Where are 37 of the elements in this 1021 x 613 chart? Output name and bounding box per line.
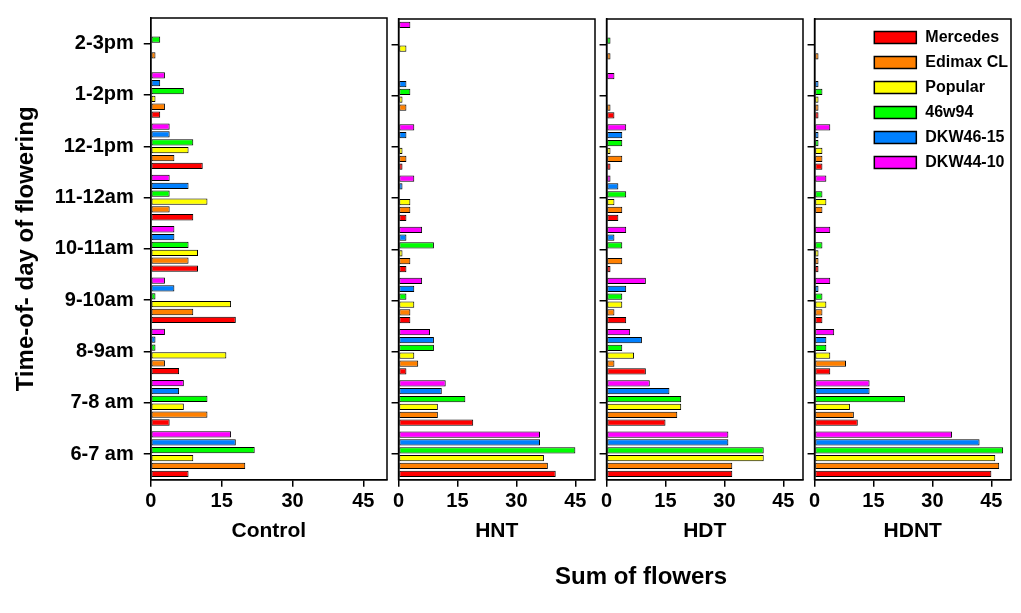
x-tick-label: 0 — [809, 489, 821, 512]
x-tick-label: 30 — [505, 489, 528, 512]
x-tick-label: 15 — [210, 489, 233, 512]
y-tick-label: 7-8 am — [70, 390, 134, 413]
x-tick-label: 0 — [601, 489, 613, 512]
x-tick-label: 15 — [446, 489, 469, 512]
x-axis-title: HNT — [475, 518, 519, 542]
x-tick-label: 30 — [921, 489, 944, 512]
y-tick-label: 1-2pm — [74, 82, 134, 105]
x-tick-label: 45 — [352, 489, 375, 512]
legend-label: DKW44-10 — [925, 152, 1005, 170]
x-axis-title: HDT — [683, 518, 727, 542]
y-tick-label: 9-10am — [64, 287, 134, 310]
y-tick-label: 12-1pm — [63, 133, 134, 156]
legend-label: DKW46-15 — [925, 127, 1005, 145]
text: Sum of flowers — [554, 562, 728, 590]
legend-label: Edimax CL — [925, 52, 1009, 70]
x-tick-label: 45 — [772, 489, 795, 512]
x-tick-label: 30 — [281, 489, 304, 512]
x-axis-title: Control — [231, 518, 307, 542]
x-tick-label: 15 — [862, 489, 885, 512]
legend-label: Popular — [925, 77, 985, 95]
y-tick-label: 8-9am — [75, 339, 134, 362]
y-tick-label: 6-7 am — [70, 441, 134, 464]
x-tick-label: 0 — [393, 489, 405, 512]
legend-label: 46w94 — [925, 102, 974, 120]
x-axis-title: HDNT — [883, 518, 943, 542]
y-tick-label: 2-3pm — [74, 31, 134, 54]
x-tick-label: 30 — [713, 489, 736, 512]
y-axis-title: Time-of- day of flowering — [11, 106, 39, 392]
x-tick-label: 45 — [564, 489, 587, 512]
x-tick-label: 15 — [654, 489, 677, 512]
y-tick-label: 11-12am — [54, 185, 134, 208]
x-tick-label: 45 — [980, 489, 1003, 512]
y-tick-label: 10-11am — [54, 236, 134, 259]
x-tick-label: 0 — [145, 489, 157, 512]
legend-label: Mercedes — [925, 27, 1000, 45]
